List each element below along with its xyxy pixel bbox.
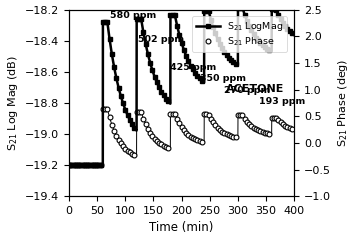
S$_{21}$ LogMag (274, 8, 278, 11)
Line: S$_{21}$ Phase: S$_{21}$ Phase (67, 106, 294, 168)
S$_{21}$ LogMag (67, 164, 71, 167)
S$_{21}$ LogMag (162, 94, 166, 97)
S$_{21}$ LogMag (292, 34, 296, 36)
S$_{21}$ Phase (184, 131, 188, 134)
S$_{21}$ Phase (67, 164, 71, 167)
Text: 270 ppm: 270 ppm (224, 86, 270, 95)
Text: ACETONE: ACETONE (225, 84, 284, 94)
S$_{21}$ Phase (202, 113, 206, 116)
S$_{21}$ LogMag (174, 19, 178, 22)
Text: 350 ppm: 350 ppm (200, 74, 246, 83)
S$_{21}$ Phase (121, 145, 125, 148)
S$_{21}$ LogMag (163, 96, 168, 99)
Text: 502 ppm: 502 ppm (138, 35, 184, 44)
S$_{21}$ LogMag (285, 27, 289, 30)
Y-axis label: S$_{21}$ Phase (deg): S$_{21}$ Phase (deg) (336, 59, 350, 147)
S$_{21}$ LogMag (230, 60, 235, 63)
Legend: S$_{21}$ LogMag, S$_{21}$ Phase: S$_{21}$ LogMag, S$_{21}$ Phase (192, 16, 287, 52)
Text: 193 ppm: 193 ppm (259, 97, 305, 106)
Y-axis label: S$_{21}$ Log Mag (dB): S$_{21}$ Log Mag (dB) (6, 55, 20, 151)
S$_{21}$ LogMag (236, 6, 240, 9)
Text: 425 ppm: 425 ppm (171, 63, 216, 72)
S$_{21}$ Phase (112, 129, 116, 132)
S$_{21}$ Phase (290, 127, 294, 130)
Text: 580 ppm: 580 ppm (110, 12, 156, 20)
S$_{21}$ Phase (101, 107, 105, 110)
Line: S$_{21}$ LogMag: S$_{21}$ LogMag (67, 6, 296, 167)
X-axis label: Time (min): Time (min) (150, 222, 214, 234)
S$_{21}$ Phase (274, 116, 278, 119)
S$_{21}$ Phase (281, 123, 285, 126)
